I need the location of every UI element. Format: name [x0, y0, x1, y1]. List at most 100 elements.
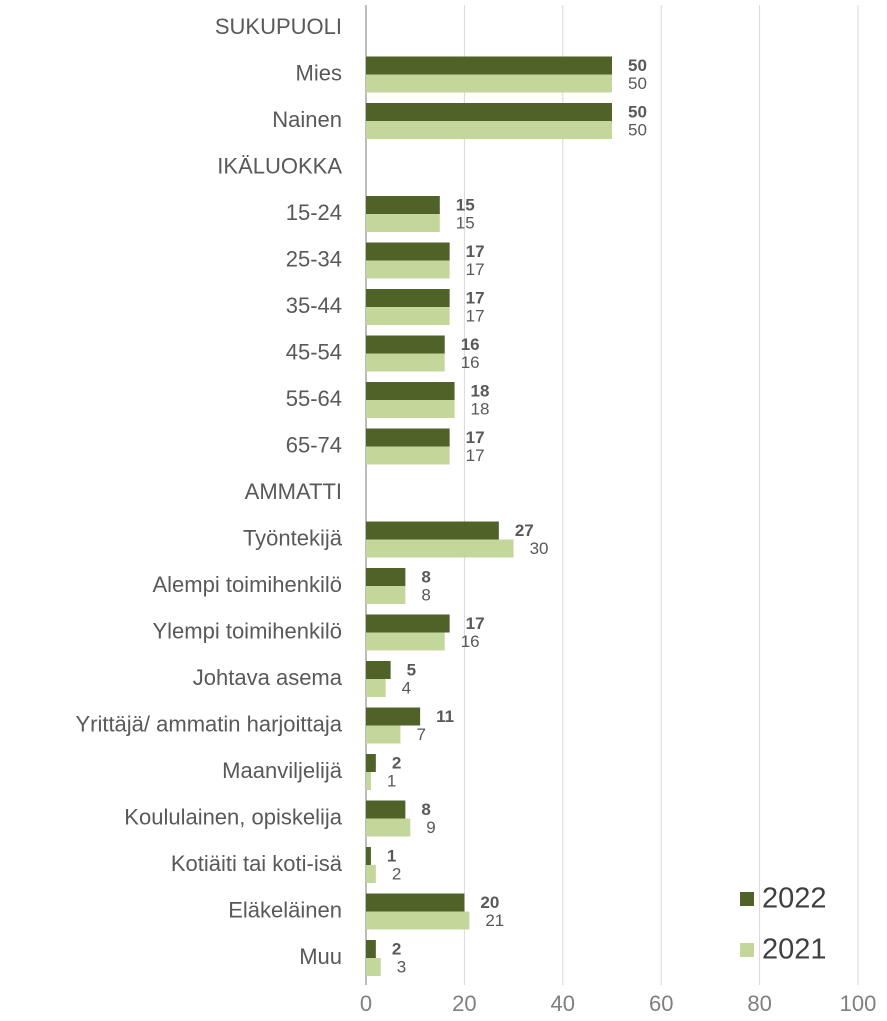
bar [366, 940, 376, 958]
y-tick-label: Ylempi toimihenkilö [152, 618, 342, 643]
data-label: 27 [515, 521, 534, 540]
bar [366, 214, 440, 232]
data-label: 7 [416, 725, 425, 744]
y-tick-label: Eläkeläinen [228, 897, 342, 922]
bar [366, 242, 450, 261]
bar [366, 428, 450, 447]
y-tick-label: 35-44 [286, 293, 342, 318]
bar [366, 103, 612, 121]
bar [366, 679, 386, 697]
y-tick-label: SUKUPUOLI [215, 14, 342, 39]
data-label: 17 [466, 614, 485, 633]
data-label: 17 [466, 428, 485, 447]
x-tick-label: 80 [747, 991, 771, 1016]
data-label: 17 [466, 242, 485, 261]
y-tick-label: 25-34 [286, 246, 342, 271]
bar [366, 614, 450, 633]
bar [366, 847, 371, 865]
y-tick-label: 45-54 [286, 339, 342, 364]
bar [366, 661, 391, 679]
data-label: 21 [485, 911, 504, 930]
data-label: 17 [466, 260, 485, 279]
bar [366, 353, 445, 372]
bar [366, 754, 376, 772]
bar [366, 586, 406, 604]
data-label: 5 [407, 660, 416, 679]
bar [366, 632, 445, 651]
data-label: 8 [421, 800, 430, 819]
bar [366, 74, 612, 93]
bar [366, 800, 406, 819]
y-tick-label: 65-74 [286, 432, 342, 457]
y-tick-label: Työntekijä [243, 525, 343, 550]
legend-swatch [740, 892, 754, 906]
data-label: 50 [628, 120, 647, 139]
bar [366, 446, 450, 465]
y-tick-label: Johtava asema [193, 665, 343, 690]
data-label: 30 [530, 539, 549, 558]
y-tick-label: Maanviljelijä [222, 758, 343, 783]
data-label: 8 [421, 567, 430, 586]
legend-label: 2021 [762, 934, 827, 966]
x-tick-label: 100 [840, 991, 877, 1016]
y-tick-label: Nainen [272, 107, 342, 132]
y-tick-label: Alempi toimihenkilö [152, 572, 342, 597]
legend-swatch [740, 943, 754, 957]
y-tick-label: 55-64 [286, 386, 342, 411]
y-tick-label: IKÄLUOKKA [217, 153, 342, 178]
bar [366, 772, 371, 790]
data-label: 2 [392, 939, 401, 958]
y-tick-label: Mies [296, 60, 342, 85]
bar [366, 725, 401, 744]
data-label: 2 [392, 753, 401, 772]
bar [366, 196, 440, 214]
legend-label: 2022 [762, 883, 827, 915]
bar [366, 382, 455, 400]
data-label: 2 [392, 864, 401, 883]
data-label: 17 [466, 288, 485, 307]
bar [366, 911, 470, 930]
x-tick-label: 40 [551, 991, 575, 1016]
data-label: 18 [471, 381, 490, 400]
x-tick-label: 60 [649, 991, 673, 1016]
bar [366, 521, 499, 540]
data-label: 15 [456, 213, 475, 232]
data-label: 16 [461, 335, 480, 354]
bar [366, 307, 450, 325]
data-label: 20 [480, 893, 499, 912]
x-tick-label: 0 [360, 991, 372, 1016]
data-label: 4 [402, 678, 411, 697]
data-label: 16 [461, 353, 480, 372]
bar [366, 335, 445, 354]
data-label: 16 [461, 632, 480, 651]
bar [366, 893, 465, 912]
y-tick-label: 15-24 [286, 200, 342, 225]
y-tick-label: Yrittäjä/ ammatin harjoittaja [75, 711, 342, 736]
data-label: 11 [436, 707, 454, 726]
bar [366, 56, 612, 75]
bar [366, 707, 421, 726]
data-label: 3 [397, 957, 406, 976]
bar [366, 539, 514, 558]
data-label: 15 [456, 195, 475, 214]
bar [366, 121, 612, 139]
data-label: 17 [466, 306, 485, 325]
y-tick-label: Koululainen, opiskelija [124, 804, 342, 829]
bar [366, 260, 450, 279]
x-tick-label: 20 [452, 991, 476, 1016]
data-label: 1 [387, 771, 396, 790]
y-tick-label: AMMATTI [245, 479, 342, 504]
data-label: 50 [628, 56, 647, 75]
data-label: 8 [421, 585, 430, 604]
bar [366, 818, 411, 837]
y-tick-label: Muu [299, 944, 342, 969]
data-label: 50 [628, 74, 647, 93]
bar [366, 568, 406, 586]
y-tick-label: Kotiäiti tai koti-isä [171, 851, 343, 876]
data-label: 1 [387, 846, 396, 865]
data-label: 9 [426, 818, 435, 837]
data-label: 50 [628, 102, 647, 121]
bar [366, 958, 381, 976]
bar [366, 289, 450, 307]
